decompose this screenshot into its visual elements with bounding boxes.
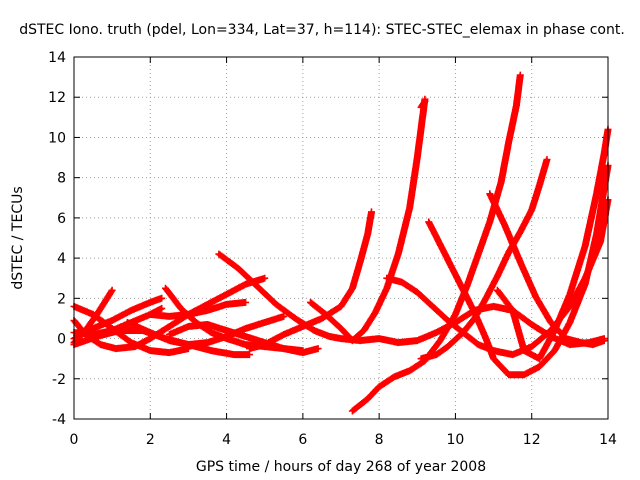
tick-labels: 0 2 4 6 8 10 12 14 -4 -2 0 2 4 6 8 10 12 14 — [48, 50, 617, 448]
y-tick-label: 6 — [57, 211, 66, 227]
data-series — [246, 208, 375, 353]
data-series — [493, 125, 612, 363]
y-tick-label: 14 — [48, 50, 66, 66]
x-tick-label: 14 — [599, 432, 617, 448]
data-series — [486, 190, 608, 349]
marker-trail — [417, 156, 551, 363]
y-tick-label: 4 — [57, 251, 66, 267]
marker-trail — [146, 298, 250, 320]
y-tick-label: -4 — [52, 412, 66, 428]
x-axis-label: GPS time / hours of day 268 of year 2008 — [196, 459, 486, 475]
chart-title: dSTEC Iono. truth (pdel, Lon=334, Lat=37… — [19, 22, 625, 38]
x-tick-label: 2 — [146, 432, 155, 448]
x-tick-label: 0 — [70, 432, 79, 448]
x-tick-label: 4 — [222, 432, 231, 448]
data-series — [165, 321, 307, 355]
marker-trail — [417, 97, 429, 111]
data-series — [417, 156, 551, 363]
y-axis-label: dSTEC / TECUs — [10, 186, 26, 289]
marker-trail — [493, 125, 612, 363]
data-series — [425, 162, 612, 379]
y-tick-label: 12 — [48, 90, 66, 106]
data-series — [417, 97, 429, 111]
x-tick-label: 12 — [523, 432, 541, 448]
y-tick-label: 8 — [57, 171, 66, 187]
y-tick-label: -2 — [52, 372, 66, 388]
grid — [73, 56, 609, 420]
x-tick-label: 6 — [298, 432, 307, 448]
y-tick-label: 0 — [57, 332, 66, 348]
plot-frame — [73, 56, 609, 420]
x-tick-label: 10 — [447, 432, 465, 448]
marker-trail — [165, 321, 307, 355]
data-series — [307, 95, 429, 345]
y-tick-label: 10 — [48, 130, 66, 146]
marker-trail — [425, 162, 612, 379]
data-points — [70, 71, 612, 415]
marker-trail — [307, 95, 429, 345]
y-tick-label: 2 — [57, 291, 66, 307]
marker-trail — [246, 208, 375, 353]
x-tick-label: 8 — [375, 432, 384, 448]
data-series — [146, 298, 250, 320]
marker-trail — [486, 190, 608, 349]
